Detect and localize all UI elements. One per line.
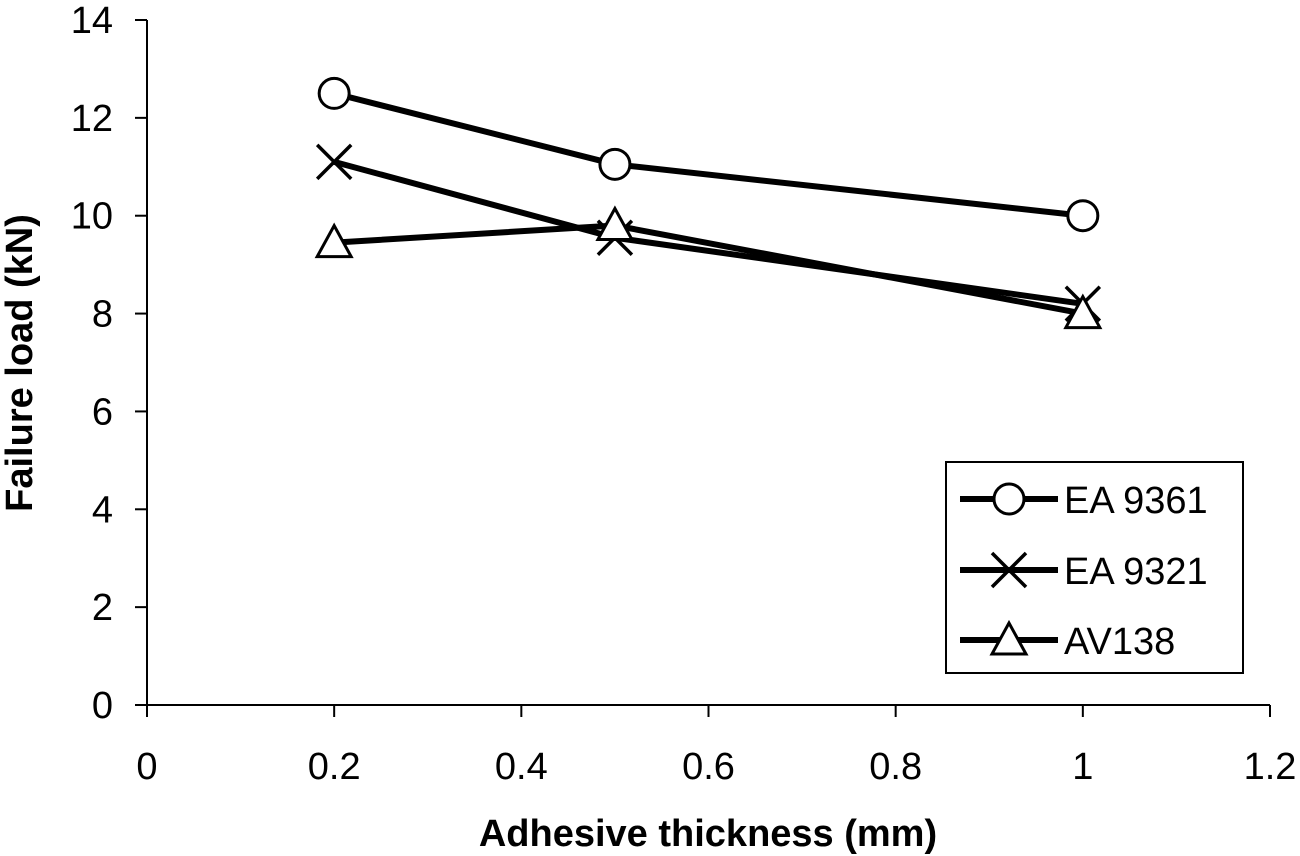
legend-label-1: EA 9321 xyxy=(1064,551,1208,593)
legend-label-0: EA 9361 xyxy=(1064,480,1208,522)
y-tick-label: 4 xyxy=(92,489,113,531)
x-tick-label: 1.2 xyxy=(1244,746,1297,788)
y-axis-title: Failure load (kN) xyxy=(0,214,41,512)
legend-marker-0 xyxy=(992,482,1026,516)
data-point-2-0 xyxy=(314,222,354,259)
y-ticks: 0 2 4 6 8 10 12 14 xyxy=(71,0,147,727)
data-point-2-2 xyxy=(1063,293,1103,330)
series-layer xyxy=(314,76,1103,330)
x-tick-label: 0 xyxy=(136,746,157,788)
x-axis-title: Adhesive thickness (mm) xyxy=(479,813,937,855)
legend-label-2: AV138 xyxy=(1064,621,1175,663)
x-tick-label: 0.2 xyxy=(308,746,361,788)
data-point-2-1 xyxy=(595,205,635,241)
legend-marker-1 xyxy=(990,551,1028,589)
x-ticks: 0 0.2 0.4 0.6 0.8 1 1.2 xyxy=(136,705,1296,788)
y-tick-label: 8 xyxy=(92,294,113,336)
data-point-0-2 xyxy=(1066,199,1100,233)
y-tick-label: 12 xyxy=(71,98,113,140)
data-point-0-0 xyxy=(317,76,351,110)
data-point-1-0 xyxy=(315,143,353,181)
data-point-0-1 xyxy=(598,147,632,181)
x-marker-stroke xyxy=(990,551,1028,589)
legend-marker-2 xyxy=(989,619,1029,656)
legend: EA 9361 EA 9321 AV138 xyxy=(945,461,1244,674)
y-tick-label: 14 xyxy=(71,0,113,42)
x-tick-label: 0.8 xyxy=(869,746,922,788)
y-tick-label: 0 xyxy=(92,685,113,727)
x-tick-label: 0.6 xyxy=(682,746,735,788)
x-tick-label: 1 xyxy=(1072,746,1093,788)
y-tick-label: 2 xyxy=(92,587,113,629)
y-tick-label: 6 xyxy=(92,391,113,433)
series-line-0 xyxy=(333,90,1084,219)
x-tick-label: 0.4 xyxy=(495,746,548,788)
series-line-2 xyxy=(333,222,1084,317)
y-tick-label: 10 xyxy=(71,196,113,238)
x-marker-stroke xyxy=(315,143,353,181)
